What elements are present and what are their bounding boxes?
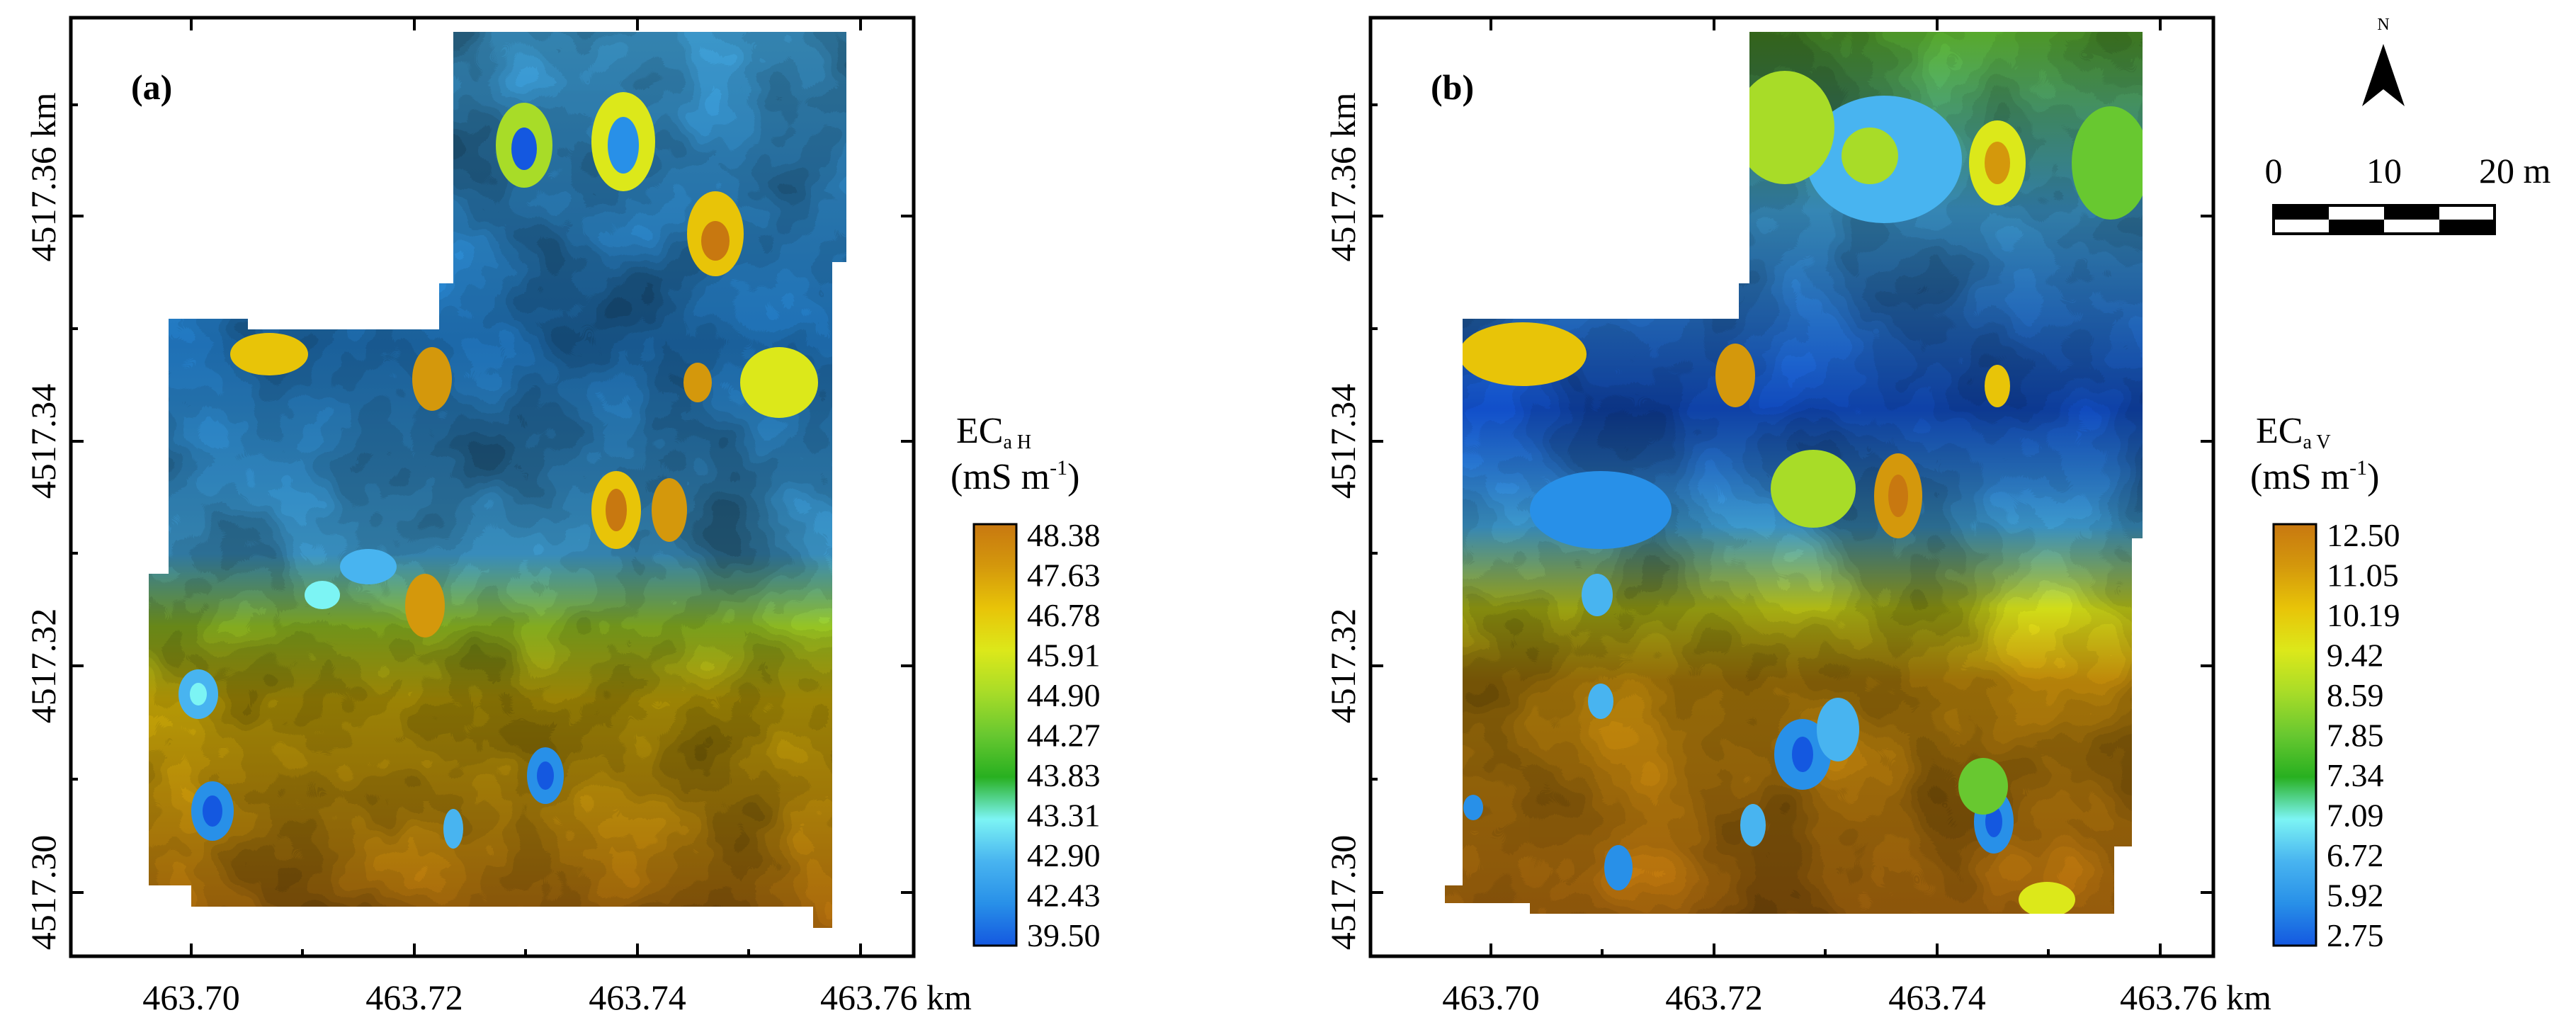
- legend-value-label: 11.05: [2327, 557, 2399, 594]
- panel-a-label: (a): [131, 67, 172, 107]
- legend-value-label: 46.78: [1027, 597, 1101, 633]
- panel-b: (b) 463.70 463.72 463.74 463.76 km 4517.…: [1323, 16, 2551, 1017]
- panel-a-y-tick-label: 4517.30: [23, 835, 63, 951]
- panel-a-legend-title: ECa H: [956, 411, 1031, 453]
- legend-value-label: 42.90: [1027, 837, 1101, 873]
- scale-bar-label: 20 m: [2479, 151, 2551, 191]
- legend-value-label: 45.91: [1027, 638, 1101, 674]
- legend-value-label: 7.09: [2327, 798, 2384, 834]
- legend-value-label: 43.83: [1027, 757, 1101, 793]
- panel-a-y-tick-label: 4517.36 km: [23, 92, 63, 261]
- legend-value-label: 42.43: [1027, 878, 1101, 914]
- legend-value-label: 39.50: [1027, 917, 1101, 953]
- panel-b-y-tick-label: 4517.34: [1323, 384, 1363, 499]
- panel-b-x-tick-label: 463.76 km: [2120, 978, 2271, 1017]
- panel-b-y-tick-label: 4517.30: [1323, 835, 1363, 951]
- north-arrow: N: [2362, 16, 2405, 106]
- legend-value-label: 48.38: [1027, 517, 1101, 553]
- panel-b-y-tick-label: 4517.36 km: [1323, 92, 1363, 261]
- north-label: N: [2377, 16, 2389, 34]
- legend-value-label: 7.34: [2327, 757, 2384, 793]
- panel-b-x-tick-label: 463.72: [1665, 978, 1763, 1017]
- legend-value-label: 8.59: [2327, 677, 2384, 713]
- legend-value-label: 47.63: [1027, 557, 1101, 594]
- panel-b-ticks: [1371, 18, 2213, 956]
- north-arrow-icon: [2362, 44, 2405, 106]
- legend-value-label: 44.90: [1027, 677, 1101, 713]
- panel-b-y-tick-label: 4517.32: [1323, 608, 1363, 724]
- scale-bar-label: 10: [2366, 151, 2402, 191]
- panel-a-x-tick-label: 463.74: [589, 978, 686, 1017]
- scale-bar: 0 10 20 m: [2265, 151, 2551, 235]
- panel-b-anomalies: [1459, 71, 2143, 914]
- panel-b-x-tick-label: 463.70: [1442, 978, 1540, 1017]
- panel-b-label: (b): [1431, 67, 1474, 107]
- legend-value-label: 44.27: [1027, 718, 1101, 754]
- panel-a-anomalies: [178, 92, 818, 849]
- panel-b-x-tick-label: 463.74: [1888, 978, 1986, 1017]
- panel-b-legend-title: ECa V: [2256, 411, 2331, 453]
- legend-value-label: 9.42: [2327, 638, 2384, 674]
- legend-value-label: 12.50: [2327, 517, 2400, 553]
- legend-value-label: 2.75: [2327, 917, 2384, 953]
- panel-b-legend-units: (mS m-1): [2250, 456, 2379, 497]
- panel-a-x-tick-label: 463.76 km: [820, 978, 972, 1017]
- legend-value-label: 10.19: [2327, 597, 2400, 633]
- panel-a-y-tick-label: 4517.32: [23, 608, 63, 724]
- scale-bar-label: 0: [2265, 151, 2283, 191]
- legend-value-label: 5.92: [2327, 878, 2384, 914]
- panel-a-x-tick-label: 463.72: [365, 978, 463, 1017]
- legend-value-label: 43.31: [1027, 798, 1101, 834]
- panel-a: (a) 463.70 463.72 463.74 463.76 km 4517.…: [23, 16, 1101, 1017]
- panel-a-ticks: [71, 18, 914, 956]
- panel-a-y-tick-label: 4517.34: [23, 384, 63, 499]
- legend-value-label: 7.85: [2327, 718, 2384, 754]
- panel-b-colorbar: [2272, 523, 2317, 947]
- panel-a-x-tick-label: 463.70: [142, 978, 240, 1017]
- panel-a-colorbar: [972, 523, 1018, 947]
- panel-a-legend-units: (mS m-1): [951, 456, 1079, 497]
- legend-value-label: 6.72: [2327, 837, 2384, 873]
